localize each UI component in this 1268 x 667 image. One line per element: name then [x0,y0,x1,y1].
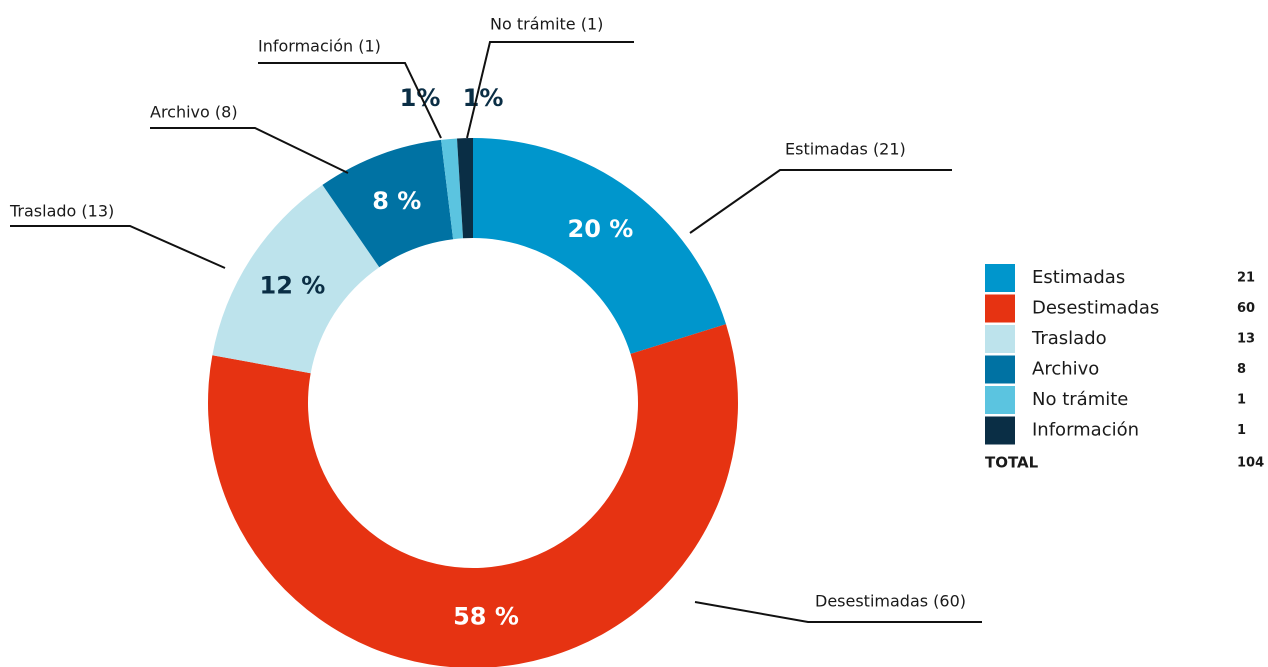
callout-label: Estimadas (21) [785,140,906,159]
legend-total-label: TOTAL [985,454,1039,472]
callout-label: Traslado (13) [9,202,114,221]
donut-slice [322,139,454,268]
legend-label: Desestimadas [1032,298,1159,319]
legend-label: Estimadas [1032,267,1125,288]
callout-label: No trámite (1) [490,15,603,34]
donut-slice [208,324,738,667]
legend-label: Archivo [1032,359,1099,380]
legend-value: 8 [1237,362,1246,377]
leader-line [258,62,442,139]
legend-value: 60 [1237,301,1255,316]
leader-line [694,601,982,623]
percent-label: 8 % [372,187,421,215]
legend-label: No trámite [1032,389,1128,410]
legend-value: 1 [1237,423,1246,438]
percent-label: 20 % [568,215,634,243]
donut-slice [212,184,380,374]
leader-line [689,169,952,234]
legend-label: Traslado [1031,328,1107,349]
legend-swatch [985,416,1015,445]
legend-swatch [985,355,1015,384]
legend-value: 13 [1237,332,1255,347]
leader-line [466,41,634,139]
callout-label: Desestimadas (60) [815,592,966,611]
legend-swatch [985,325,1015,353]
percent-label: 12 % [260,271,326,299]
legend-swatch [985,294,1015,323]
legend-swatch [985,386,1015,414]
donut-slice [456,138,473,239]
legend-total: 104 [1237,456,1264,471]
donut-slice [441,138,464,240]
legend-label: Información [1032,420,1139,441]
callout-label: Archivo (8) [150,103,238,122]
legend-swatch [985,264,1015,292]
percent-label: 58 % [453,603,519,631]
leader-line [150,127,349,174]
callout-label: Información (1) [258,37,381,56]
legend-value: 21 [1237,271,1255,286]
leader-line [10,225,226,269]
donut-slice [473,138,727,354]
legend-value: 1 [1237,393,1246,408]
percent-label: 1% [463,84,504,112]
percent-label: 1% [400,84,441,112]
